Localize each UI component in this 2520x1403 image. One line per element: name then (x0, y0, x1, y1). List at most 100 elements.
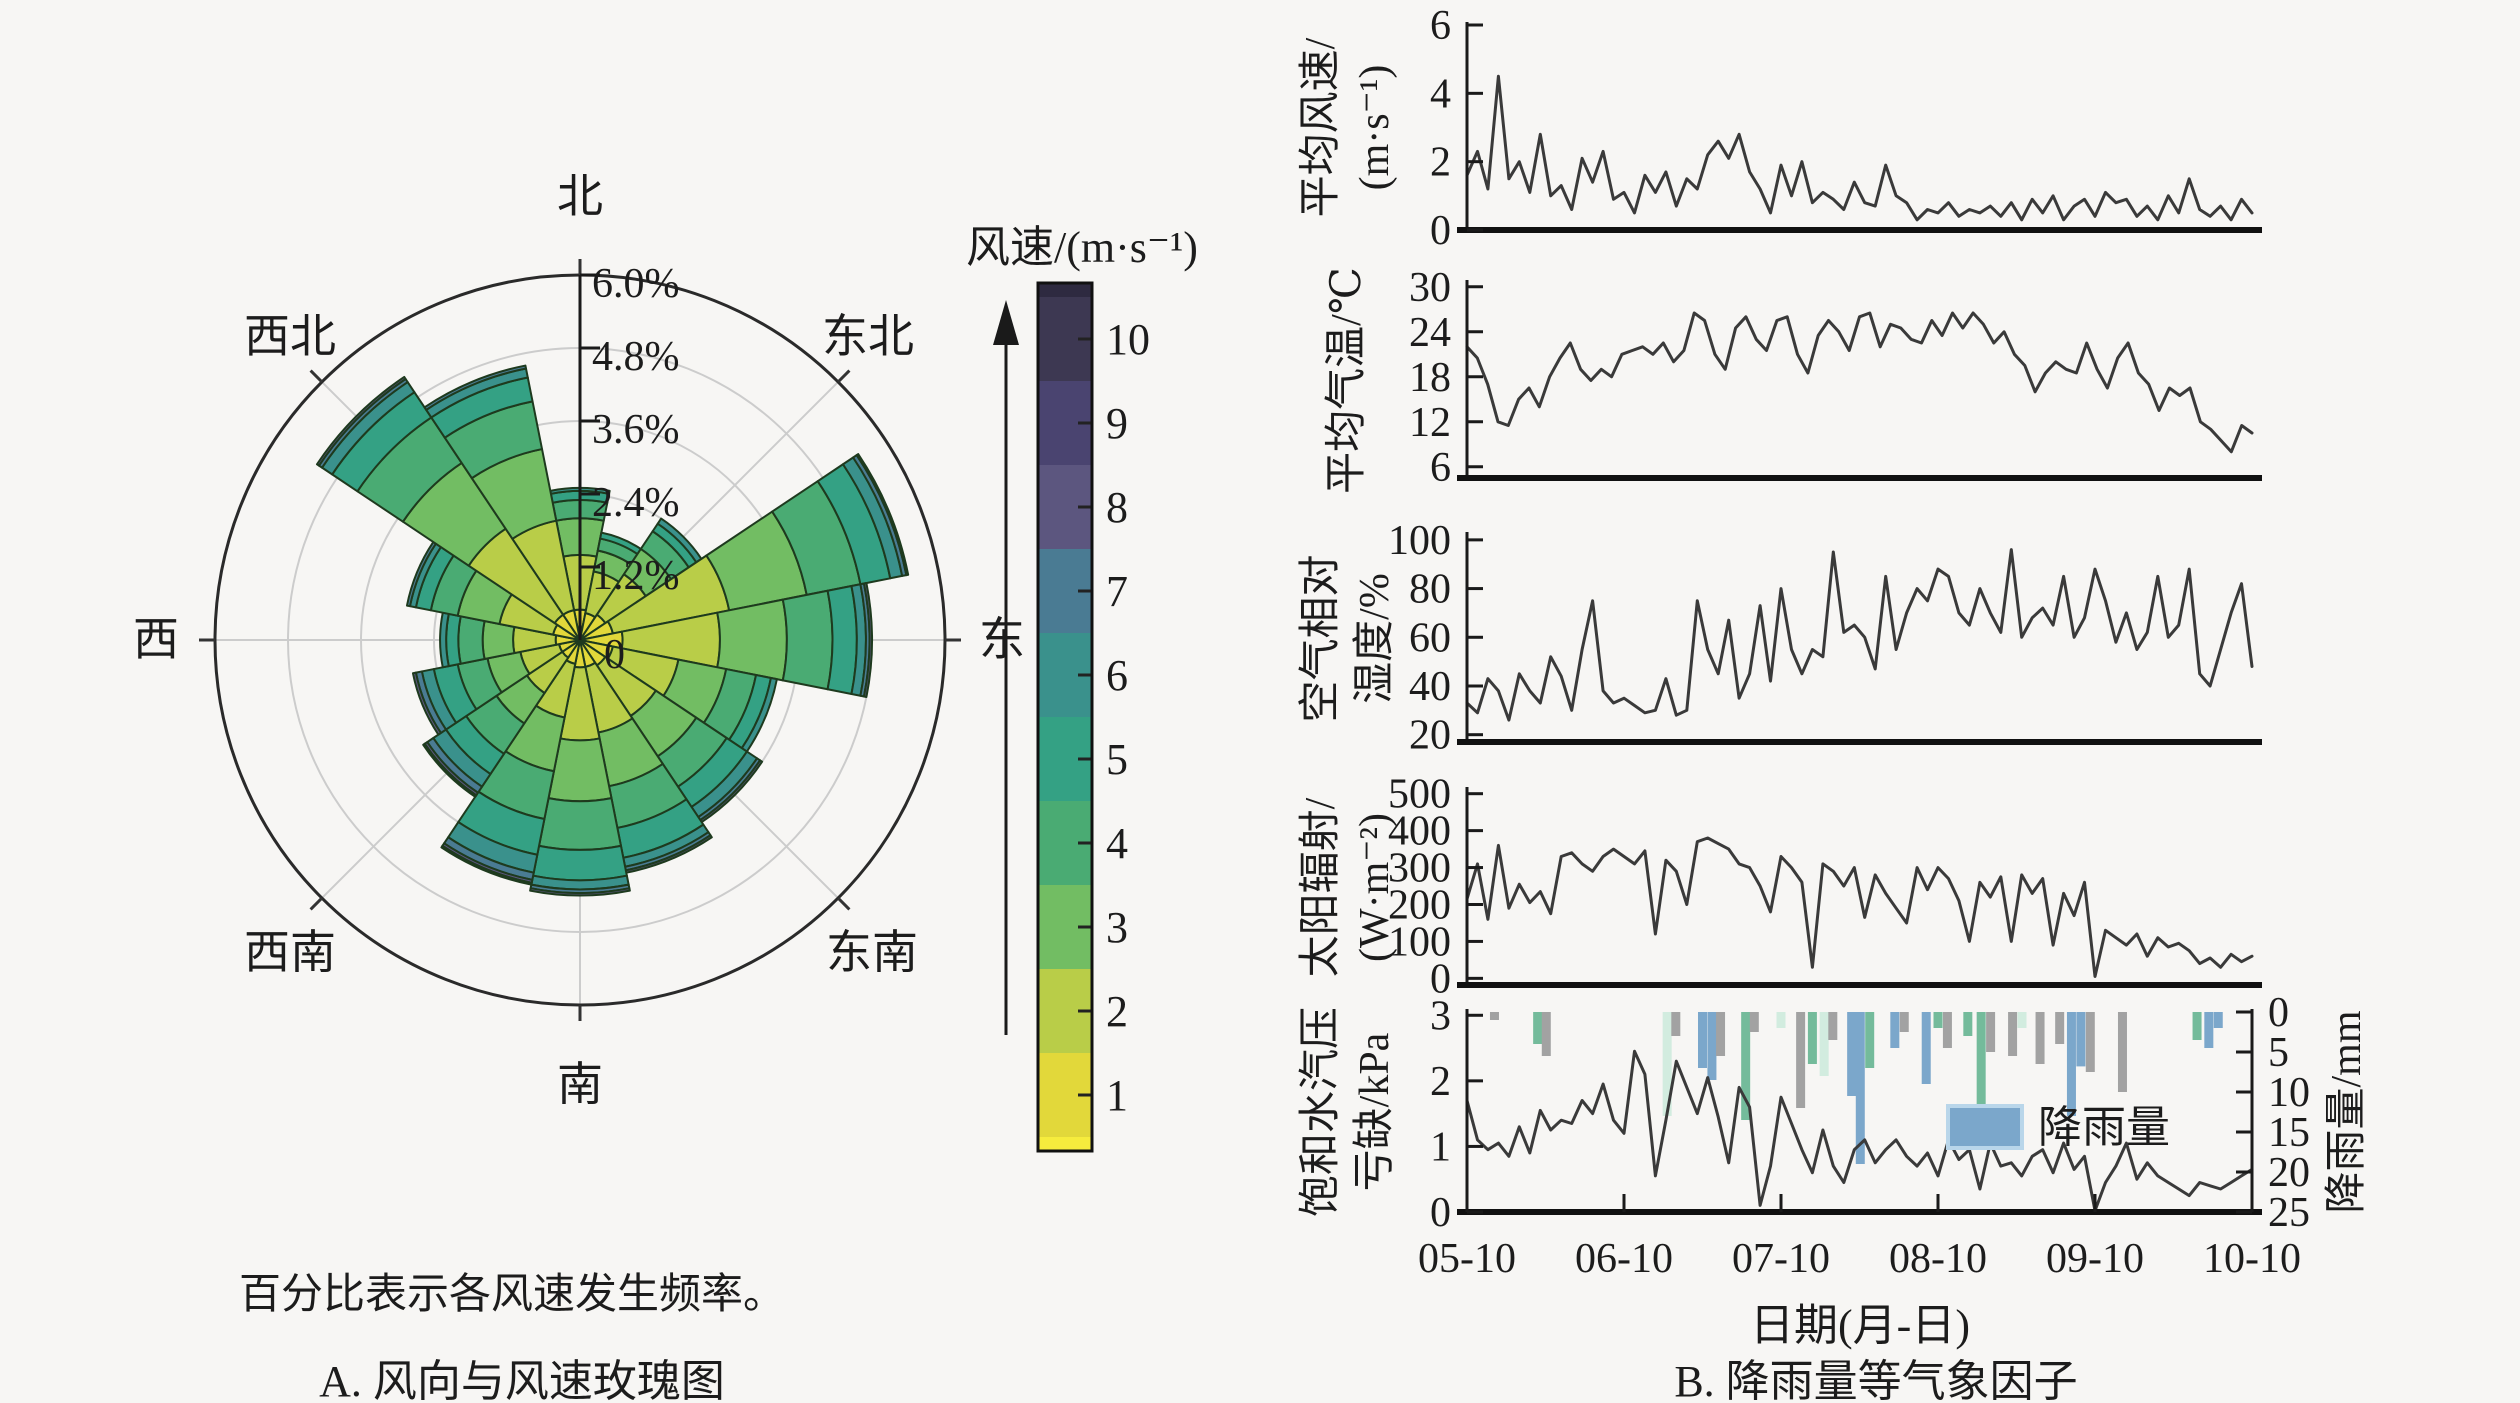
rose-sector-speed8 (529, 887, 631, 897)
y-tick-label: 1 (1430, 1124, 1451, 1170)
rain-bar (2085, 1012, 2095, 1072)
wind-rose-plot: 0 1.2% 2.4% 3.6% 4.8% 6.0% (199, 259, 961, 1021)
y-tick-label: 18 (1409, 355, 1451, 401)
rain-bar (1819, 1012, 1829, 1076)
rainfall-legend-label: 降雨量 (2038, 1103, 2170, 1152)
rain-tick-label: 10 (2268, 1070, 2310, 1116)
rainfall-legend-swatch (1946, 1104, 2024, 1150)
rose-sector-speed9 (440, 844, 533, 886)
y-axis-label: 饱和水汽压 (1298, 1007, 1344, 1217)
y-tick-label: 30 (1409, 265, 1451, 311)
rain-axis-label: 降雨量/mm (2324, 1010, 2370, 1213)
colorbar-tick-label: 4 (1106, 819, 1128, 868)
y-tick-label: 20 (1409, 713, 1451, 759)
rose-sector-speed8 (863, 582, 873, 698)
x-tick-label: 10-10 (2203, 1236, 2301, 1282)
rose-direction-tick (309, 897, 323, 911)
rain-bar (1716, 1012, 1726, 1056)
x-tick-label: 09-10 (2046, 1236, 2144, 1282)
caption-panel-b: B. 降雨量等气象因子 (1674, 1357, 2077, 1403)
rose-sector-speed8 (411, 671, 442, 736)
rose-sector-speed3 (716, 598, 788, 682)
rose-sector-speed8 (855, 453, 910, 577)
rose-sector-speed4 (538, 797, 622, 851)
air_temperature-line (1465, 311, 2254, 454)
colorbar-tick-label: 2 (1106, 987, 1128, 1036)
meteo-charts: 0246平均风速/(m·s⁻¹)612182430平均气温/℃204060801… (1297, 3, 2310, 1282)
rain-tick-label: 5 (2268, 1030, 2289, 1076)
rose-ring-label: 6.0% (592, 261, 680, 307)
y-axis-label: (m·s⁻¹) (1352, 65, 1398, 191)
rain-tick-label: 15 (2268, 1110, 2310, 1156)
rose-direction-tick (837, 369, 851, 383)
colorbar-cap-top (1038, 283, 1092, 297)
rain-bar (2066, 1012, 2076, 1116)
rain-bar (1796, 1012, 1806, 1108)
y-tick-label: 2 (1430, 1059, 1451, 1105)
rain-bar (1865, 1012, 1875, 1068)
rose-ring-label: 0 (604, 632, 625, 678)
y-axis-label: 空气相对 (1297, 554, 1344, 722)
colorbar-tick-label: 7 (1106, 567, 1128, 616)
solar_radiation-line (1465, 836, 2254, 978)
y-tick-label: 60 (1409, 615, 1451, 661)
y-tick-label: 2 (1430, 140, 1451, 186)
rose-label-north: 北 (557, 171, 603, 222)
y-tick-label: 400 (1388, 809, 1451, 855)
colorbar-title: 风速/(m·s⁻¹) (966, 223, 1198, 272)
rose-sector-speed7 (423, 364, 528, 411)
colorbar-tick-label: 6 (1106, 651, 1128, 700)
rain-bar (1942, 1012, 1952, 1048)
rose-direction-tick (309, 369, 323, 383)
y-axis-label: 太阳辐射/ (1298, 797, 1344, 977)
rain-bar (1828, 1012, 1838, 1040)
rain-bar (1662, 1012, 1672, 1116)
y-tick-label: 100 (1388, 919, 1451, 965)
colorbar-tick-label: 8 (1106, 483, 1128, 532)
wind_speed-line (1465, 74, 2254, 222)
x-tick-label: 07-10 (1732, 1236, 1830, 1282)
rain-bar (1741, 1012, 1751, 1120)
rain-bar (2192, 1012, 2202, 1040)
rain-bar (1963, 1012, 1973, 1036)
rain-bar (1749, 1012, 1759, 1032)
y-tick-label: 40 (1409, 664, 1451, 710)
up-arrow-icon (993, 300, 1019, 345)
rain-bar (1807, 1012, 1817, 1064)
chart-wind_speed: 0 2 4 6 平均风速/(m·s⁻¹) (1298, 3, 2262, 254)
rose-label-northwest: 西北 (244, 311, 336, 362)
rain-bar (1921, 1012, 1931, 1084)
y-tick-label: 12 (1409, 400, 1451, 446)
rain-bar (1855, 1012, 1865, 1164)
y-tick-label: 300 (1388, 846, 1451, 892)
rain-bar (1776, 1012, 1786, 1028)
rain-bar (1899, 1012, 1909, 1032)
y-tick-label: 4 (1430, 71, 1451, 117)
rose-ring-label: 2.4% (592, 480, 680, 526)
wind-speed-colorbar: 10 9 8 7 6 5 4 3 2 1 (993, 281, 1150, 1153)
y-tick-label: 0 (1430, 208, 1451, 254)
vpd-line (1465, 1049, 2254, 1213)
rain-tick-label: 20 (2268, 1150, 2310, 1196)
rain-bar (1847, 1012, 1857, 1096)
colorbar-tick-label: 3 (1106, 903, 1128, 952)
colorbar-cap-bottom (1038, 1137, 1092, 1151)
rose-direction-tick (837, 897, 851, 911)
rain-bar (2017, 1012, 2027, 1028)
rose-sector-speed4 (781, 589, 834, 691)
y-tick-label: 100 (1388, 518, 1451, 564)
rain-bar (1533, 1012, 1543, 1044)
y-tick-label: 200 (1388, 882, 1451, 928)
rain-tick-label: 0 (2268, 990, 2289, 1036)
rose-ring-label: 3.6% (592, 407, 680, 453)
rain-bar (1986, 1012, 1996, 1052)
y-tick-label: 0 (1430, 956, 1451, 1002)
rain-bar (1976, 1012, 1986, 1120)
rose-label-west: 西 (133, 614, 179, 665)
rain-bar (1698, 1012, 1707, 1068)
